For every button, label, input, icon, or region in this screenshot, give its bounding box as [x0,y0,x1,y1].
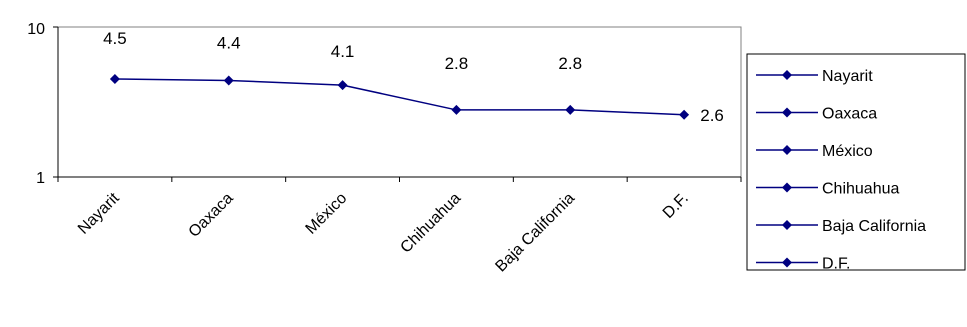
data-point [565,104,576,115]
plot-area [57,26,742,178]
x-tick-label: D.F. [660,190,692,222]
data-point [337,80,348,91]
data-label: 2.6 [700,106,724,125]
legend-label: México [822,143,873,160]
series-line [114,78,685,116]
data-point [223,75,234,86]
data-point [679,109,690,120]
data-label: 2.8 [445,54,469,73]
legend-label: D.F. [822,256,850,273]
data-point [109,74,120,85]
y-tick-label-bottom: 1 [36,170,45,187]
x-tick-label: Chihuahua [397,190,464,257]
data-label: 4.5 [103,29,127,48]
x-tick-label: Oaxaca [186,190,237,241]
series [109,74,690,120]
legend-box [746,53,966,271]
legend-label: Chihuahua [822,181,900,198]
legend-label: Baja California [822,218,926,235]
data-label: 4.4 [217,33,241,52]
legend-marker [782,107,792,118]
data-label: 2.8 [558,54,582,73]
x-tick-label: México [303,190,351,238]
data-labels: 4.5 4.4 4.1 2.8 2.8 2.6 [103,29,724,125]
legend-label: Oaxaca [822,106,877,123]
legend-marker [782,257,792,268]
legend-marker [782,70,792,80]
legend-marker [782,220,792,230]
legend-label: Nayarit [822,68,873,85]
data-label: 4.1 [331,42,355,61]
axes [53,26,742,182]
data-point [451,104,462,115]
x-tick-labels: Nayarit Oaxaca México Chihuahua Baja Califor… [75,189,692,275]
y-tick-label-top: 10 [27,21,45,38]
legend-marker [782,182,792,193]
legend-marker [782,145,792,155]
x-tick-label: Baja California [492,190,578,276]
legend: Nayarit Oaxaca México Chihuahua Baja Califor… [746,53,966,273]
y-tick-labels: 10 1 [27,21,45,187]
x-tick-label: Nayarit [75,189,123,237]
